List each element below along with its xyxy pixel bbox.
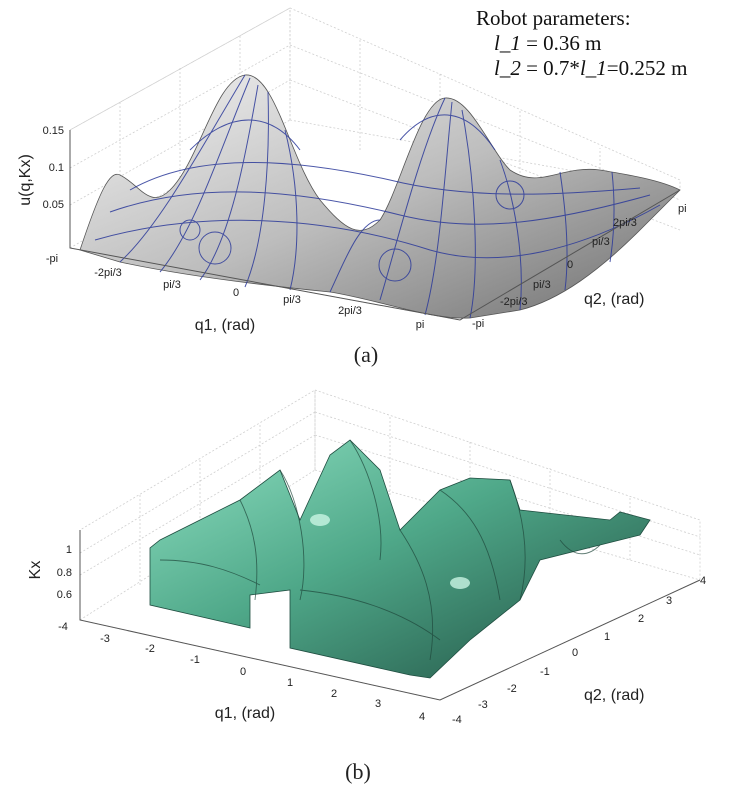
chart-b-surface (149, 439, 651, 679)
chart-b-y-label: q2, (rad) (584, 687, 644, 704)
chart-a-z-tick: 0.15 (43, 125, 64, 137)
chart-b-y-tick: -3 (478, 699, 488, 711)
caption-a: (a) (354, 342, 378, 367)
chart-b-y-tick: 4 (700, 575, 706, 587)
chart-a-z-tick: 0.1 (49, 162, 64, 174)
chart-b-axes (79, 530, 701, 701)
chart-b-y-tick: -4 (452, 714, 462, 726)
chart-a: 0.05 0.1 0.15 -pi -2pi/3 pi/3 0 pi/3 2pi… (17, 6, 687, 367)
chart-a-x-label: q1, (rad) (195, 317, 255, 334)
chart-a-x-tick: -pi (46, 253, 58, 265)
chart-a-y-tick: pi (678, 203, 687, 215)
chart-a-x-tick: 0 (233, 287, 239, 299)
robot-parameters-title: Robot parameters: (476, 6, 631, 30)
chart-b-x-tick: -1 (190, 654, 200, 666)
chart-b-x-tick: 4 (419, 711, 425, 723)
chart-b: 0.6 0.8 1 -4 -3 -2 -1 0 1 2 3 4 -4 -3 -2… (27, 389, 706, 784)
chart-b-y-ticks: -4 -3 -2 -1 0 1 2 3 4 (452, 575, 706, 726)
chart-a-z-ticks: 0.05 0.1 0.15 (43, 125, 64, 211)
chart-a-z-tick: 0.05 (43, 199, 64, 211)
chart-a-x-tick: pi/3 (283, 294, 301, 306)
chart-a-y-tick: -pi (472, 318, 484, 330)
chart-b-y-tick: 1 (604, 631, 610, 643)
chart-a-y-label: q2, (rad) (584, 291, 644, 308)
chart-b-y-tick: 0 (572, 647, 578, 659)
chart-b-y-tick: 2 (638, 613, 644, 625)
chart-a-y-tick: pi/3 (533, 279, 551, 291)
chart-b-x-tick: 1 (287, 677, 293, 689)
chart-b-z-ticks: 0.6 0.8 1 (57, 544, 72, 601)
chart-a-y-tick: 2pi/3 (613, 217, 637, 229)
chart-b-y-tick: -1 (540, 666, 550, 678)
chart-a-z-label: u(q,Kx) (17, 154, 34, 206)
chart-a-x-tick: -2pi/3 (94, 267, 122, 279)
chart-b-x-tick: -2 (145, 643, 155, 655)
chart-a-y-tick: pi/3 (592, 236, 610, 248)
chart-a-y-tick: -2pi/3 (500, 296, 528, 308)
chart-b-x-ticks: -4 -3 -2 -1 0 1 2 3 4 (58, 621, 425, 723)
chart-b-x-tick: 0 (240, 666, 246, 678)
chart-b-x-tick: -3 (100, 633, 110, 645)
chart-b-x-label: q1, (rad) (215, 705, 275, 722)
chart-b-z-tick: 1 (66, 544, 72, 556)
chart-b-z-label: Kx (27, 561, 44, 580)
chart-a-surface (79, 74, 681, 319)
chart-b-y-tick: 3 (666, 595, 672, 607)
chart-a-y-tick: 0 (567, 259, 573, 271)
chart-a-y-ticks: -pi -2pi/3 pi/3 0 pi/3 2pi/3 pi (472, 203, 687, 330)
chart-a-x-tick: pi (416, 319, 425, 331)
chart-b-y-tick: -2 (507, 683, 517, 695)
chart-a-x-ticks: -pi -2pi/3 pi/3 0 pi/3 2pi/3 pi (46, 253, 424, 331)
chart-b-x-tick: 2 (331, 688, 337, 700)
robot-parameters-line2: l_2 = 0.7*l_1=0.252 m (494, 56, 687, 80)
robot-parameters-line1: l_1 = 0.36 m (494, 31, 602, 55)
caption-b: (b) (345, 759, 371, 784)
chart-b-x-tick: 3 (375, 698, 381, 710)
chart-b-z-tick: 0.8 (57, 567, 72, 579)
chart-b-z-tick: 0.6 (57, 589, 72, 601)
robot-parameters: Robot parameters: l_1 = 0.36 m l_2 = 0.7… (476, 6, 687, 80)
chart-a-x-tick: pi/3 (163, 279, 181, 291)
chart-b-x-tick: -4 (58, 621, 68, 633)
chart-a-axes (69, 130, 681, 321)
chart-a-x-tick: 2pi/3 (338, 305, 362, 317)
